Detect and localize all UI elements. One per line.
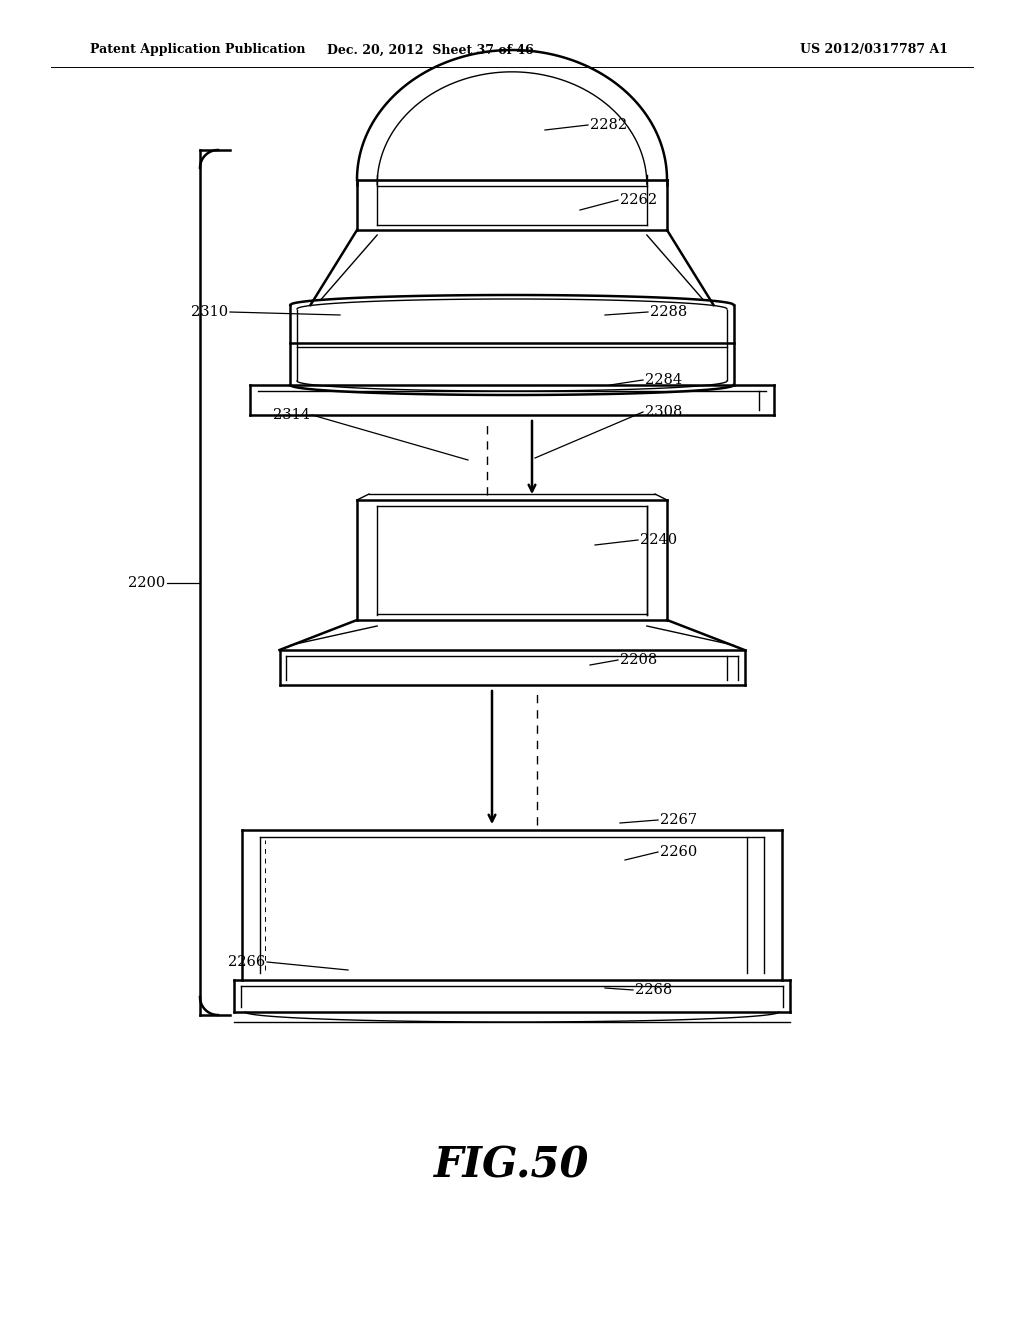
Text: 2267: 2267: [660, 813, 697, 828]
Text: 2200: 2200: [128, 576, 165, 590]
Text: 2284: 2284: [645, 374, 682, 387]
Text: 2208: 2208: [620, 653, 657, 667]
Text: 2240: 2240: [640, 533, 677, 546]
Text: FIG.50: FIG.50: [434, 1144, 590, 1185]
Text: 2260: 2260: [660, 845, 697, 859]
Text: US 2012/0317787 A1: US 2012/0317787 A1: [800, 44, 948, 57]
Text: 2268: 2268: [635, 983, 672, 997]
Text: 2288: 2288: [650, 305, 687, 319]
Text: 2314: 2314: [273, 408, 310, 422]
Text: 2308: 2308: [645, 405, 682, 418]
Text: Dec. 20, 2012  Sheet 37 of 46: Dec. 20, 2012 Sheet 37 of 46: [327, 44, 534, 57]
Text: Patent Application Publication: Patent Application Publication: [90, 44, 305, 57]
Text: 2282: 2282: [590, 117, 627, 132]
Text: 2310: 2310: [190, 305, 228, 319]
Text: 2262: 2262: [620, 193, 657, 207]
Text: 2266: 2266: [227, 954, 265, 969]
